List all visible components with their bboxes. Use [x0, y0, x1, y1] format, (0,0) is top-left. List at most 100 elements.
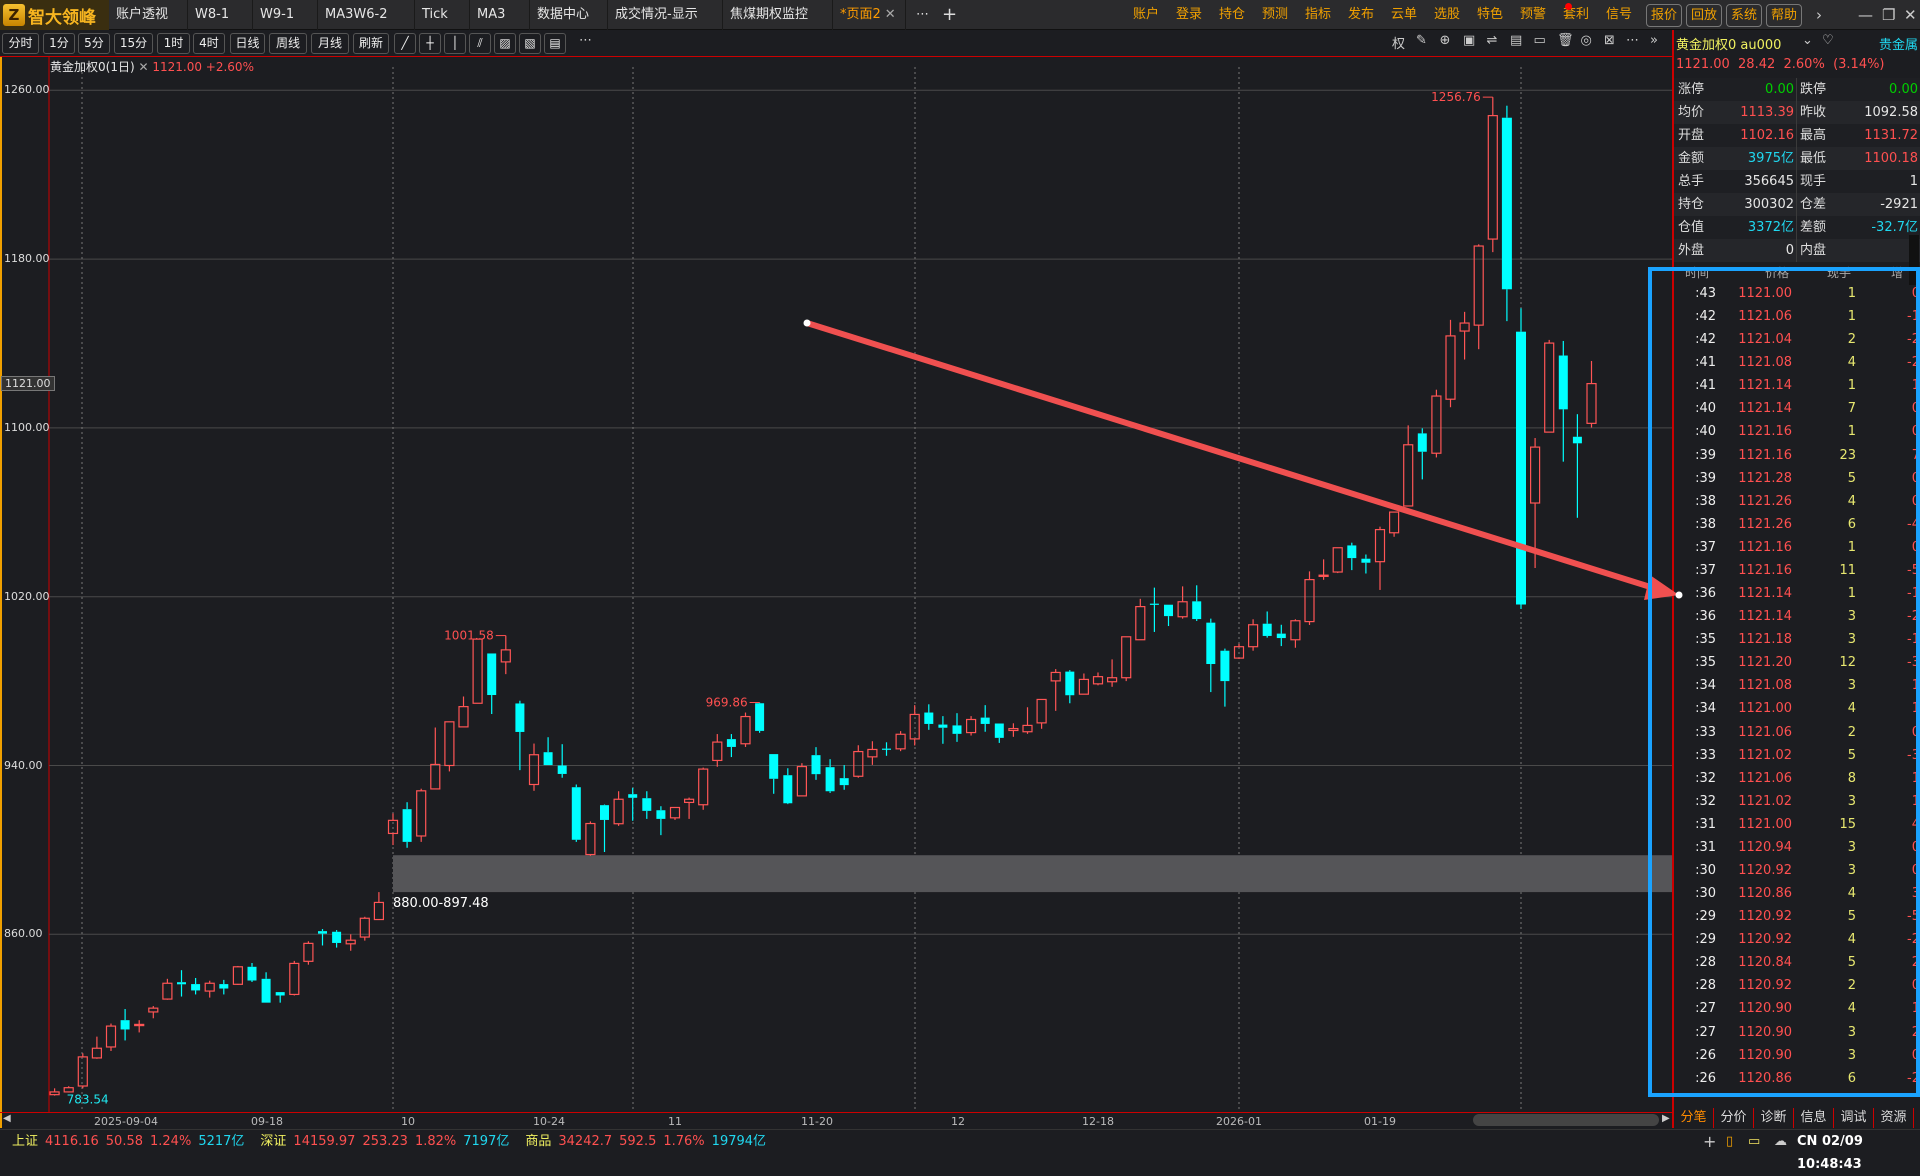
- quote-category[interactable]: 贵金属: [1878, 38, 1918, 53]
- tab-item[interactable]: 成交情况-显示: [608, 0, 723, 30]
- period-button[interactable]: 周线: [269, 33, 307, 54]
- pencil-icon[interactable]: ✎: [1416, 33, 1427, 48]
- ruler-icon[interactable]: ▤: [544, 33, 566, 54]
- vertical-line-icon[interactable]: │: [444, 33, 466, 54]
- heart-icon[interactable]: ♡: [1822, 33, 1834, 48]
- menu-item[interactable]: 预警: [1520, 7, 1547, 22]
- index-name[interactable]: 商品: [525, 1134, 552, 1149]
- period-button[interactable]: 4时: [193, 33, 225, 54]
- channel-icon[interactable]: ▨: [494, 33, 516, 54]
- menu-boxed-button[interactable]: 报价: [1646, 4, 1683, 27]
- trash-icon[interactable]: 🗑: [1557, 33, 1574, 48]
- bottom-tab[interactable]: 调试: [1834, 1108, 1874, 1128]
- candle: [1445, 319, 1456, 408]
- menu-boxed-button[interactable]: 回放: [1686, 4, 1723, 27]
- period-button[interactable]: 1时: [157, 33, 190, 54]
- candle-body: [909, 713, 920, 740]
- period-button[interactable]: 刷新: [353, 33, 389, 54]
- tab-item[interactable]: 数据中心: [530, 0, 608, 30]
- scroll-indicator[interactable]: [1909, 235, 1919, 285]
- tick-price: 1121.14: [1738, 378, 1792, 394]
- scroll-right-arrow[interactable]: ▶: [1662, 1113, 1670, 1124]
- bottom-tab[interactable]: 信息: [1794, 1108, 1834, 1128]
- candle: [867, 741, 878, 765]
- menu-item[interactable]: 选股: [1434, 7, 1461, 22]
- tab-close-icon[interactable]: ✕: [884, 7, 896, 22]
- close-box-icon[interactable]: ⊠: [1604, 33, 1615, 48]
- tab-item[interactable]: W8-1: [188, 0, 253, 30]
- tab-item[interactable]: MA3: [470, 0, 530, 30]
- tab-item[interactable]: 账户透视: [109, 0, 188, 30]
- rights-adjust-button[interactable]: 权: [1392, 37, 1406, 52]
- bottom-tab[interactable]: 分笔: [1674, 1108, 1714, 1128]
- tab-item[interactable]: 焦煤期权监控: [723, 0, 833, 30]
- toolbar-more-button[interactable]: ⋯: [579, 33, 592, 48]
- index-name[interactable]: 深证: [260, 1134, 287, 1149]
- tab-more-button[interactable]: ⋯: [916, 7, 929, 22]
- fan-icon[interactable]: ▧: [519, 33, 541, 54]
- candle-body: [430, 763, 441, 790]
- minimize-button[interactable]: —: [1858, 6, 1873, 24]
- message-icon[interactable]: ▭: [1748, 1134, 1761, 1149]
- bottom-tab[interactable]: 资源: [1874, 1108, 1914, 1128]
- menu-boxed-button[interactable]: 系统: [1726, 4, 1763, 27]
- chevron-down-icon[interactable]: ⌄: [1802, 33, 1813, 48]
- tab-item[interactable]: W9-1: [253, 0, 318, 30]
- menu-item[interactable]: 预测: [1262, 7, 1289, 22]
- tab-item[interactable]: MA3W6-2: [318, 0, 415, 30]
- candle-body: [1586, 382, 1597, 424]
- settings-icon[interactable]: ◎: [1580, 33, 1592, 48]
- tick-price: 1121.26: [1738, 516, 1792, 532]
- tab-add-button[interactable]: +: [942, 4, 958, 25]
- chart-symbol-title: 黄金加权0(1日): [50, 60, 135, 74]
- tab-item[interactable]: Tick: [415, 0, 470, 30]
- chart-close-icon[interactable]: ✕: [138, 60, 149, 74]
- bottom-tab[interactable]: 诊断: [1754, 1108, 1794, 1128]
- menu-item[interactable]: 发布: [1348, 7, 1375, 22]
- menu-item[interactable]: 账户: [1133, 7, 1160, 22]
- layout-icon[interactable]: ▭: [1533, 33, 1546, 48]
- add-icon[interactable]: +: [1703, 1132, 1717, 1151]
- menu-item[interactable]: 特色: [1477, 7, 1504, 22]
- horizontal-line-icon[interactable]: ┼: [419, 33, 441, 54]
- period-button[interactable]: 1分: [43, 33, 75, 54]
- more-icon[interactable]: ⋯: [1626, 33, 1639, 48]
- menu-next-icon[interactable]: ›: [1816, 6, 1822, 24]
- menu-item[interactable]: 信号: [1606, 7, 1633, 22]
- candle: [318, 929, 327, 946]
- expand-icon[interactable]: »: [1650, 33, 1658, 48]
- menu-item[interactable]: 持仓: [1219, 7, 1246, 22]
- menu-item[interactable]: 云单: [1391, 7, 1418, 22]
- image-icon[interactable]: ▣: [1463, 33, 1476, 48]
- period-button[interactable]: 5分: [78, 33, 110, 54]
- candle: [712, 734, 723, 767]
- candlestick-chart[interactable]: 1256.76 1001.58 969.86 783.54: [0, 57, 1672, 1128]
- index-name[interactable]: 上证: [12, 1134, 39, 1149]
- scroll-left-arrow[interactable]: ◀: [3, 1113, 11, 1124]
- document-icon[interactable]: ▯: [1726, 1134, 1734, 1149]
- tick-volume: 4: [1847, 493, 1856, 509]
- period-button[interactable]: 分时: [2, 33, 39, 54]
- candle-body: [1304, 579, 1315, 623]
- close-window-button[interactable]: ✕: [1904, 6, 1917, 24]
- candle-body: [952, 725, 962, 734]
- period-button[interactable]: 月线: [311, 33, 349, 54]
- menu-boxed-button[interactable]: 帮助: [1766, 4, 1803, 27]
- tab-item[interactable]: *页面2 ✕: [833, 0, 906, 30]
- parallel-line-icon[interactable]: ⫽: [469, 33, 491, 54]
- quote-panel: 黄金加权0 au000 ⌄ ♡ 贵金属 1121.00 28.42 2.60% …: [1672, 30, 1920, 1128]
- period-button[interactable]: 15分: [114, 33, 153, 54]
- candle-body: [1318, 574, 1329, 577]
- period-button[interactable]: 日线: [230, 33, 265, 54]
- menu-item[interactable]: 登录: [1176, 7, 1203, 22]
- scrollbar-thumb[interactable]: [1473, 1114, 1659, 1126]
- document-icon[interactable]: ▤: [1510, 33, 1523, 48]
- maximize-button[interactable]: ❐: [1882, 6, 1896, 24]
- bottom-tab[interactable]: 分价: [1714, 1108, 1754, 1128]
- menu-item[interactable]: 套利: [1563, 7, 1590, 22]
- download-icon[interactable]: ⊕: [1439, 33, 1451, 48]
- cloud-sync-icon[interactable]: ☁: [1774, 1134, 1787, 1149]
- menu-item[interactable]: 指标: [1305, 7, 1332, 22]
- trend-line-icon[interactable]: ╱: [394, 33, 416, 54]
- sliders-icon[interactable]: ⇌: [1486, 33, 1498, 48]
